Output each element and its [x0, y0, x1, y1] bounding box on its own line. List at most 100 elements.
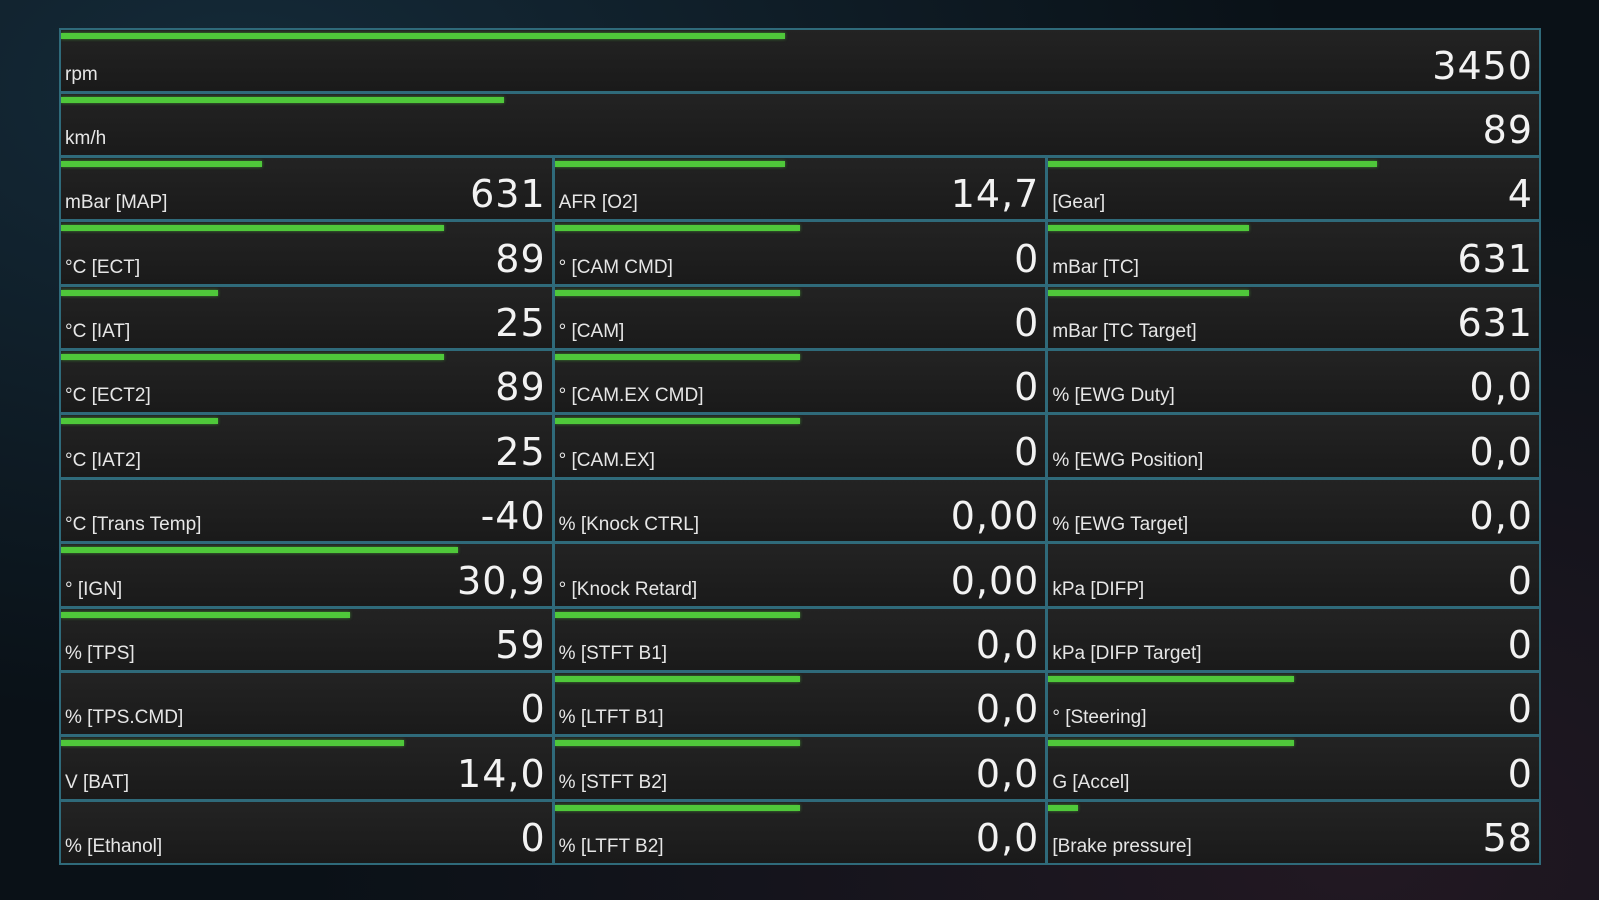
gauge-value: 0 — [1507, 622, 1533, 667]
gauge-bar — [61, 740, 405, 747]
gauge-cell: V [BAT] 14,0 — [61, 737, 552, 799]
gauge-value: 0 — [1507, 687, 1533, 732]
gauge-value: 25 — [495, 429, 546, 474]
gauge-label: V [BAT] — [65, 771, 130, 793]
gauge-grid: mBar [MAP] 631 AFR [O2] 14,7 [Gear] 4 °C [ECT]… — [61, 158, 1539, 863]
gauge-cell: % [STFT B1] 0,0 — [554, 608, 1046, 670]
gauge-value: 0 — [520, 815, 546, 860]
gauge-cell: kPa [DIFP Target] 0 — [1048, 608, 1539, 670]
gauge-label: % [STFT B2] — [558, 771, 668, 793]
gauge-cell: [Gear] 4 — [1048, 158, 1539, 220]
gauge-label: % [TPS.CMD] — [65, 707, 184, 729]
gauge-cell: °C [ECT2] 89 — [61, 351, 552, 413]
gauge-value: 14,0 — [457, 751, 546, 796]
gauge-label: mBar [MAP] — [65, 192, 168, 214]
gauge-cell: % [Ethanol] 0 — [61, 801, 552, 863]
gauge-bar — [61, 161, 263, 167]
gauge-value: 631 — [1457, 236, 1533, 281]
gauge-label: [Gear] — [1052, 192, 1106, 214]
gauge-cell: % [LTFT B1] 0,0 — [554, 672, 1046, 735]
gauge-label: % [LTFT B1] — [558, 707, 664, 729]
gauge-cell: ° [CAM CMD] 0 — [554, 222, 1046, 284]
gauge-value: 0 — [1014, 365, 1040, 410]
gauge-label: °C [ECT] — [65, 256, 141, 278]
gauge-value: 25 — [495, 301, 546, 346]
gauge-bar — [554, 611, 800, 618]
gauge-label: G [Accel] — [1052, 771, 1130, 793]
gauge-value: 0,0 — [1469, 365, 1533, 410]
gauge-value: 59 — [495, 622, 546, 667]
gauge-bar — [61, 225, 444, 232]
gauge-value: 0,0 — [975, 815, 1040, 860]
gauge-bar — [554, 740, 800, 747]
gauge-dashboard: rpm 3450 km/h 89 mBar [MAP] 631 AFR [O2] 14… — [59, 28, 1541, 865]
gauge-cell: % [TPS] 59 — [61, 608, 552, 670]
gauge-rpm: rpm 3450 — [61, 30, 1539, 91]
gauge-cell: kPa [DIFP] 0 — [1048, 544, 1539, 606]
gauge-value: 0,0 — [975, 751, 1040, 796]
gauge-cell: % [Knock CTRL] 0,00 — [554, 479, 1046, 542]
gauge-bar — [1048, 161, 1378, 167]
gauge-label: % [EWG Target] — [1052, 514, 1189, 536]
gauge-cell: mBar [TC] 631 — [1048, 222, 1539, 284]
gauge-cell: % [EWG Target] 0,0 — [1048, 479, 1539, 542]
gauge-value: -40 — [480, 494, 546, 539]
gauge-value: 0 — [1014, 429, 1040, 474]
gauge-cell: mBar [TC Target] 631 — [1048, 286, 1539, 349]
gauge-value: 0 — [1507, 751, 1533, 796]
gauge-bar — [61, 611, 351, 618]
gauge-bar — [1048, 675, 1294, 682]
gauge-label: % [Knock CTRL] — [558, 514, 700, 536]
gauge-label: ° [IGN] — [65, 578, 123, 600]
gauge-label: kPa [DIFP Target] — [1052, 642, 1202, 664]
gauge-value: 0 — [1507, 558, 1533, 603]
gauge-cell: °C [ECT] 89 — [61, 222, 552, 284]
gauge-label: mBar [TC Target] — [1052, 321, 1197, 343]
gauge-value: 0 — [1014, 301, 1040, 346]
gauge-bar — [61, 354, 444, 361]
gauge-label: % [STFT B1] — [558, 642, 668, 664]
gauge-bar — [554, 354, 800, 361]
gauge-value: 89 — [1482, 108, 1533, 152]
gauge-bar — [554, 804, 800, 811]
gauge-cell: mBar [MAP] 631 — [61, 158, 552, 220]
gauge-label: % [Ethanol] — [65, 835, 163, 857]
gauge-value: 631 — [470, 172, 546, 217]
gauge-value: 0 — [1014, 236, 1040, 281]
gauge-cell: ° [IGN] 30,9 — [61, 544, 552, 606]
gauge-cell: [Brake pressure] 58 — [1048, 801, 1539, 863]
gauge-cell: % [EWG Position] 0,0 — [1048, 415, 1539, 477]
gauge-value: 631 — [1457, 301, 1533, 346]
gauge-bar — [61, 289, 218, 296]
gauge-value: 4 — [1507, 172, 1533, 217]
gauge-speed: km/h 89 — [61, 94, 1539, 155]
gauge-value: 3450 — [1432, 44, 1533, 88]
gauge-label: ° [CAM] — [558, 321, 625, 343]
gauge-bar — [554, 289, 800, 296]
gauge-cell: °C [IAT] 25 — [61, 286, 552, 349]
gauge-bar — [1048, 225, 1250, 232]
gauge-cell: ° [Steering] 0 — [1048, 672, 1539, 735]
gauge-bar — [1048, 740, 1294, 747]
gauge-cell: % [STFT B2] 0,0 — [554, 737, 1046, 799]
gauge-label: rpm — [65, 64, 98, 85]
gauge-bar — [61, 33, 786, 39]
gauge-label: mBar [TC] — [1052, 256, 1139, 278]
gauge-label: km/h — [65, 128, 107, 149]
gauge-value: 89 — [495, 365, 546, 410]
gauge-label: ° [CAM.EX] — [558, 449, 655, 471]
gauge-bar — [1048, 804, 1078, 811]
gauge-label: °C [Trans Temp] — [65, 514, 202, 536]
gauge-bar — [554, 161, 786, 167]
gauge-bar — [554, 675, 800, 682]
gauge-cell: % [EWG Duty] 0,0 — [1048, 351, 1539, 413]
gauge-value: 0,0 — [1469, 494, 1533, 539]
gauge-label: kPa [DIFP] — [1052, 578, 1145, 600]
gauge-value: 0,0 — [1469, 429, 1533, 474]
gauge-label: ° [CAM CMD] — [558, 256, 673, 278]
gauge-value: 30,9 — [457, 558, 546, 603]
gauge-cell: °C [Trans Temp] -40 — [61, 479, 552, 542]
gauge-value: 89 — [495, 236, 546, 281]
gauge-label: °C [ECT2] — [65, 385, 151, 407]
gauge-label: ° [CAM.EX CMD] — [558, 385, 704, 407]
